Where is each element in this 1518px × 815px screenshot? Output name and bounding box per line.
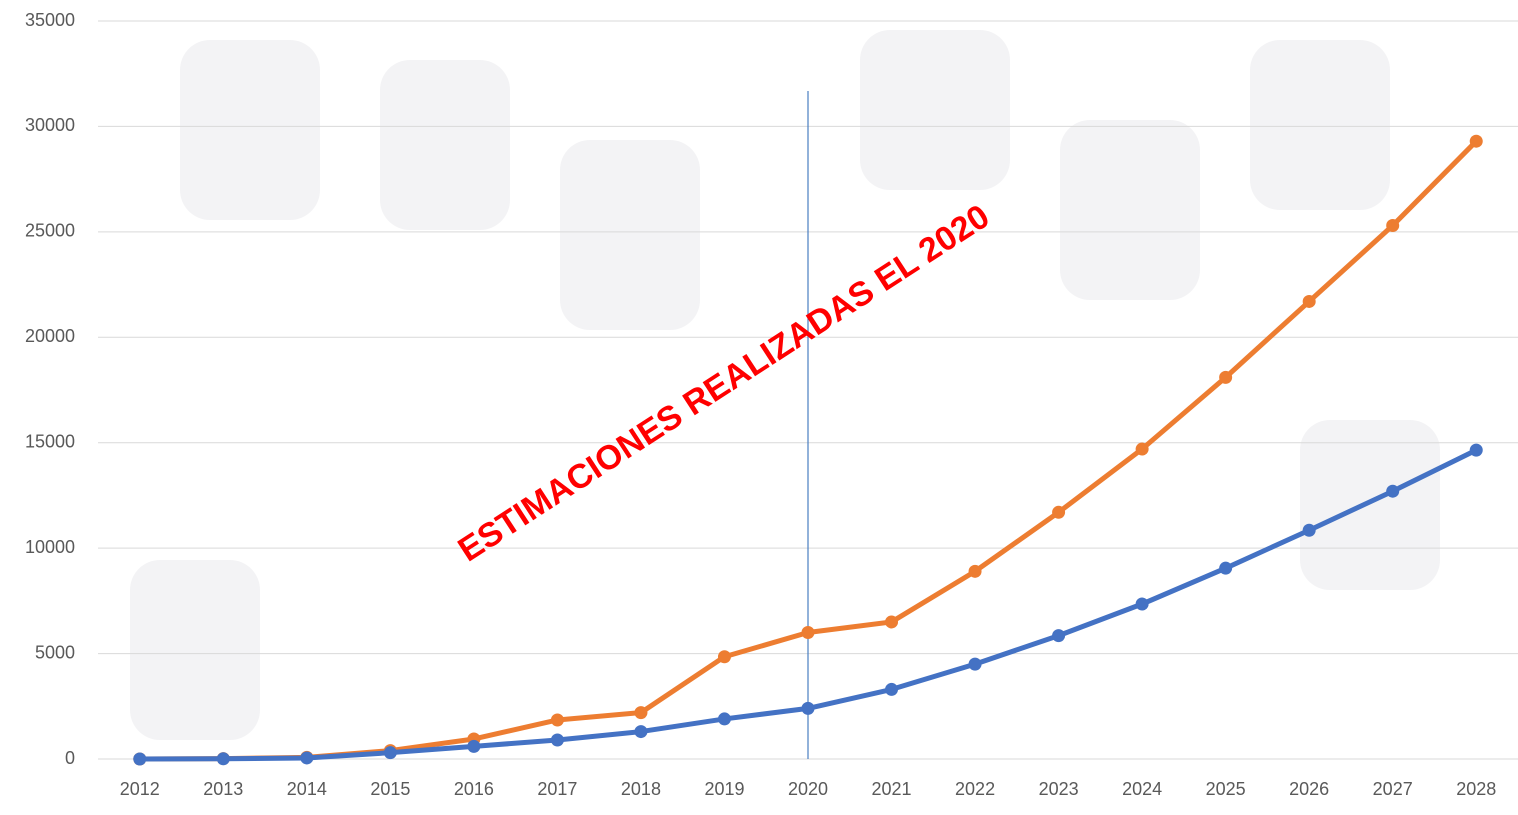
data-point [216,752,230,766]
data-point [300,751,314,765]
y-tick-label: 30000 [25,115,75,135]
x-tick-label: 2026 [1289,779,1329,799]
x-tick-label: 2024 [1122,779,1162,799]
x-tick-label: 2028 [1456,779,1496,799]
data-point [717,712,731,726]
y-tick-label: 10000 [25,537,75,557]
x-tick-label: 2018 [621,779,661,799]
data-point [968,564,982,578]
y-tick-label: 0 [65,748,75,768]
data-point [801,701,815,715]
data-point [1052,629,1066,643]
y-tick-label: 35000 [25,10,75,30]
x-tick-label: 2027 [1373,779,1413,799]
x-tick-label: 2014 [287,779,327,799]
y-tick-label: 20000 [25,326,75,346]
x-tick-label: 2017 [537,779,577,799]
data-point [383,746,397,760]
x-tick-label: 2020 [788,779,828,799]
data-point [1302,523,1316,537]
data-point [467,739,481,753]
data-point [133,752,147,766]
data-point [550,733,564,747]
data-point [550,713,564,727]
y-tick-label: 5000 [35,642,75,662]
data-point [801,625,815,639]
data-point [1135,597,1149,611]
data-point [1219,561,1233,575]
x-tick-label: 2012 [120,779,160,799]
x-tick-label: 2021 [872,779,912,799]
y-tick-label: 15000 [25,431,75,451]
data-point [1052,505,1066,519]
data-point [634,706,648,720]
x-tick-label: 2013 [203,779,243,799]
data-point [1135,442,1149,456]
data-point [1469,443,1483,457]
data-point [1469,134,1483,148]
data-point [1386,219,1400,233]
data-point [885,682,899,696]
data-point [1386,484,1400,498]
data-point [1219,370,1233,384]
y-tick-label: 25000 [25,221,75,241]
data-point [968,657,982,671]
data-point [634,725,648,739]
data-point [1302,294,1316,308]
annotation: ESTIMACIONES REALIZADAS EL 2020 [452,197,997,569]
x-tick-label: 2015 [370,779,410,799]
x-tick-label: 2022 [955,779,995,799]
x-tick-label: 2016 [454,779,494,799]
data-point [885,615,899,629]
data-point [717,650,731,664]
x-tick-label: 2019 [704,779,744,799]
background-decoration [130,30,1440,740]
x-tick-label: 2025 [1206,779,1246,799]
x-tick-label: 2023 [1039,779,1079,799]
